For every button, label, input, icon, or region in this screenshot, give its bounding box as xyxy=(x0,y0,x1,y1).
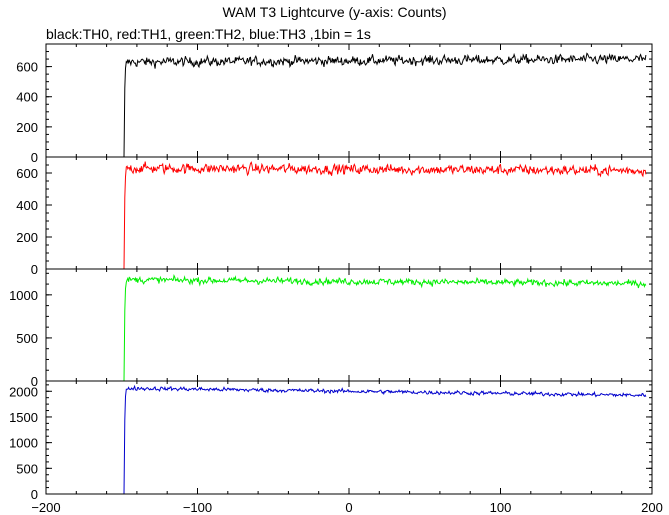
y-tick-label: 1000 xyxy=(9,436,38,451)
x-tick-label: 0 xyxy=(345,500,352,515)
y-tick-label: 400 xyxy=(16,198,38,213)
y-tick-label: 0 xyxy=(31,487,38,502)
panel-frame-4 xyxy=(45,380,653,495)
x-tick-label: 100 xyxy=(490,500,512,515)
x-tick-label: 200 xyxy=(641,500,663,515)
y-tick-label: 0 xyxy=(31,150,38,165)
y-tick-label: 200 xyxy=(16,120,38,135)
y-tick-label: 400 xyxy=(16,90,38,105)
panel-frame-2 xyxy=(45,156,653,270)
series-line-th3 xyxy=(49,384,647,495)
series-line-th0 xyxy=(49,52,647,158)
y-tick-label: 0 xyxy=(31,262,38,277)
chart-title: WAM T3 Lightcurve (y-axis: Counts) xyxy=(222,4,447,20)
y-tick-label: 600 xyxy=(16,60,38,75)
y-tick-label: 0 xyxy=(31,374,38,389)
y-tick-label: 2000 xyxy=(9,384,38,399)
series-line-th2 xyxy=(49,273,647,382)
series-line-th1 xyxy=(49,161,647,270)
y-tick-label: 600 xyxy=(16,166,38,181)
x-tick-label: −100 xyxy=(183,500,212,515)
y-tick-label: 500 xyxy=(16,461,38,476)
x-tick-label: −200 xyxy=(31,500,60,515)
y-tick-label: 500 xyxy=(16,331,38,346)
y-tick-label: 1000 xyxy=(9,288,38,303)
chart-subtitle: black:TH0, red:TH1, green:TH2, blue:TH3 … xyxy=(46,26,371,42)
panel-frame-3 xyxy=(45,268,653,382)
y-tick-label: 1500 xyxy=(9,410,38,425)
y-tick-label: 200 xyxy=(16,230,38,245)
